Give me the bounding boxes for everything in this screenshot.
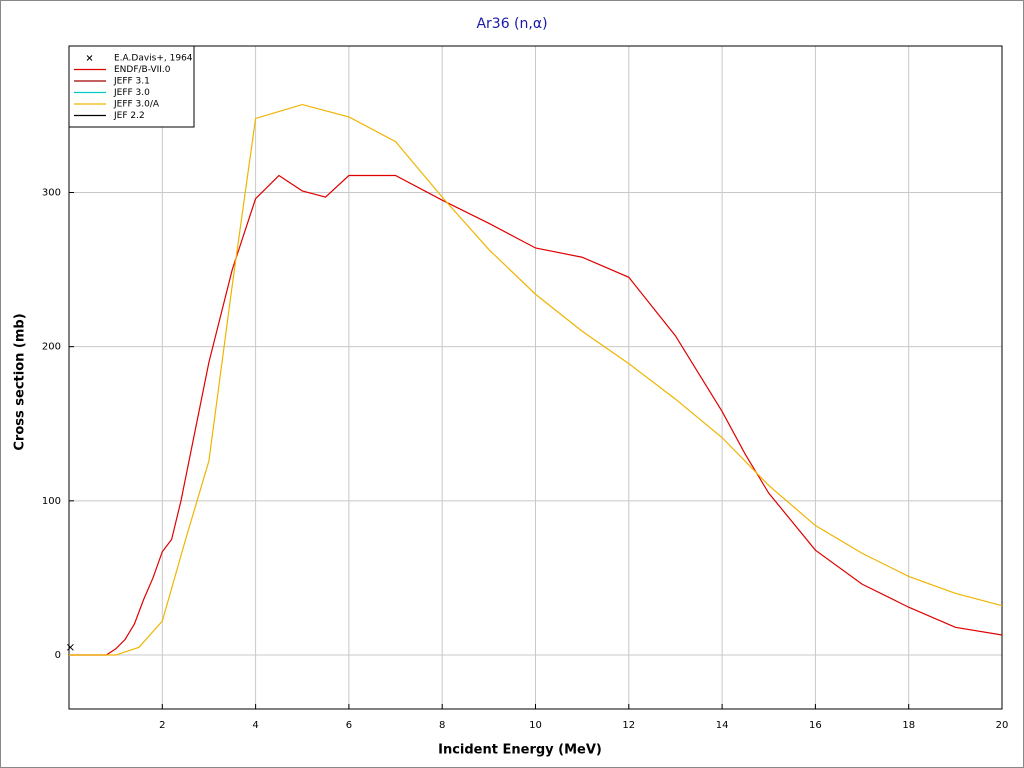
x-tick-label: 20 <box>996 720 1009 731</box>
x-tick-label: 16 <box>809 720 822 731</box>
y-tick-label: 200 <box>42 342 61 353</box>
x-tick-label: 4 <box>252 720 258 731</box>
y-axis-label: Cross section (mb) <box>13 313 28 450</box>
y-tick-label: 0 <box>55 650 61 661</box>
x-tick-label: 6 <box>346 720 352 731</box>
legend-box <box>68 45 195 128</box>
legend-label: JEFF 3.1 <box>113 77 150 87</box>
y-tick-label: 300 <box>42 187 61 198</box>
legend-label: JEF 2.2 <box>113 111 145 121</box>
x-axis-label: Incident Energy (MeV) <box>438 743 602 758</box>
chart-title: Ar36 (n,α) <box>476 16 547 32</box>
data-point <box>67 643 74 651</box>
legend-label: JEFF 3.0 <box>113 88 150 98</box>
x-tick-label: 2 <box>159 720 165 731</box>
plot-border <box>68 45 1003 710</box>
x-tick-label: 14 <box>716 720 729 731</box>
legend-label: JEFF 3.0/A <box>113 100 160 110</box>
x-tick-label: 10 <box>529 720 542 731</box>
x-tick-label: 8 <box>439 720 445 731</box>
y-tick-label: 100 <box>42 496 61 507</box>
legend-marker <box>86 55 93 61</box>
legend-label: E.A.Davis+, 1964 <box>114 54 193 64</box>
series-line <box>69 103 1003 656</box>
legend-label: ENDF/B-VII.0 <box>114 65 171 75</box>
x-tick-label: 18 <box>902 720 915 731</box>
x-tick-label: 12 <box>622 720 635 731</box>
